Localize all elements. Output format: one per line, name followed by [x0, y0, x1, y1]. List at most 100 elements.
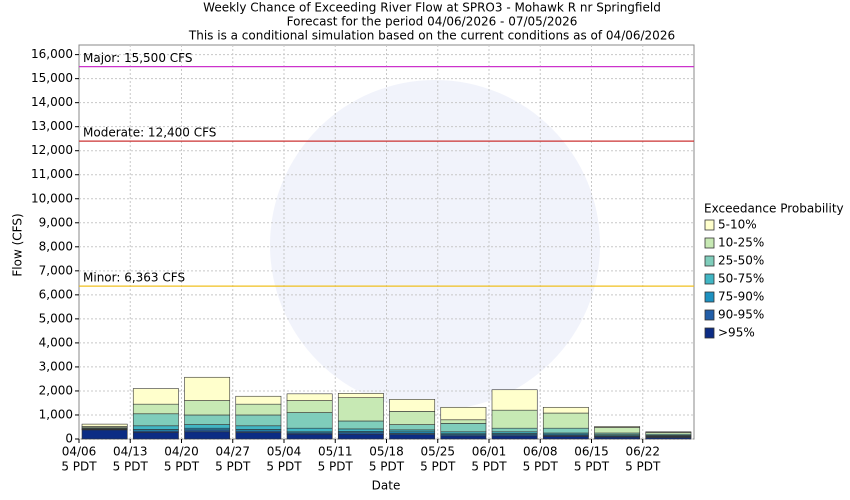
x-tick-label: 06/15 [574, 445, 609, 459]
y-tick-label: 12,000 [31, 143, 73, 157]
bar-segment [491, 409, 538, 429]
chart-title: Weekly Chance of Exceeding River Flow at… [203, 1, 661, 15]
legend-swatch [704, 327, 715, 339]
bar-segment [594, 426, 641, 428]
bar-segment [132, 413, 179, 427]
bar-segment [389, 434, 436, 440]
bar-segment [389, 411, 436, 425]
bar-segment [337, 397, 384, 422]
bar-segment [389, 424, 436, 431]
legend-swatch [704, 219, 715, 231]
bar-segment [286, 393, 333, 401]
y-tick-label: 15,000 [31, 71, 73, 85]
bar-segment [81, 423, 128, 427]
y-axis-label: Flow (CFS) [11, 213, 25, 276]
x-tick-sublabel: 5 PDT [215, 460, 251, 474]
legend-swatch [704, 273, 715, 285]
bar-segment [132, 388, 179, 405]
x-tick-label: 05/11 [318, 445, 353, 459]
bar-segment [542, 436, 589, 440]
bar-segment [542, 427, 589, 434]
bar-segment [286, 400, 333, 413]
y-tick-label: 11,000 [31, 167, 73, 181]
bar-segment [440, 406, 487, 421]
bar-segment [235, 395, 282, 405]
legend-title: Exceedance Probability [704, 202, 844, 216]
chart-subtitle: This is a conditional simulation based o… [188, 29, 675, 43]
y-tick-label: 13,000 [31, 119, 73, 133]
y-tick-label: 2,000 [39, 383, 73, 397]
x-tick-label: 06/01 [472, 445, 507, 459]
legend-swatch [704, 237, 715, 249]
x-tick-label: 04/06 [62, 445, 97, 459]
legend-swatch [704, 309, 715, 321]
bar-segment [337, 428, 384, 432]
x-tick-label: 04/27 [215, 445, 250, 459]
x-tick-sublabel: 5 PDT [471, 460, 507, 474]
bar-segment [286, 427, 333, 433]
x-tick-sublabel: 5 PDT [266, 460, 302, 474]
x-tick-sublabel: 5 PDT [164, 460, 200, 474]
y-tick-label: 9,000 [39, 215, 73, 229]
x-tick-sublabel: 5 PDT [420, 460, 456, 474]
y-tick-label: 8,000 [39, 239, 73, 253]
bar-segment [235, 414, 282, 427]
x-tick-sublabel: 5 PDT [61, 460, 97, 474]
y-tick-label: 0 [65, 432, 73, 446]
x-tick-label: 06/22 [625, 445, 660, 459]
legend-label: 50-75% [718, 272, 764, 286]
legend-label: 25-50% [718, 254, 764, 268]
bar-segment [542, 412, 589, 429]
legend-label: 75-90% [718, 290, 764, 304]
bar-segment [440, 423, 487, 433]
bar-segment [491, 389, 538, 411]
bar-segment [440, 435, 487, 440]
x-tick-sublabel: 5 PDT [318, 460, 354, 474]
threshold-label: Moderate: 12,400 CFS [83, 126, 216, 140]
bar-segment [542, 406, 589, 414]
bar-segment [491, 427, 538, 433]
bar-segment [337, 393, 384, 398]
legend-label: 90-95% [718, 308, 764, 322]
x-tick-sublabel: 5 PDT [625, 460, 661, 474]
legend-swatch [704, 291, 715, 303]
legend-label: >95% [718, 326, 755, 340]
bar-segment [645, 431, 692, 433]
y-tick-label: 7,000 [39, 263, 73, 277]
x-tick-label: 05/18 [369, 445, 404, 459]
x-axis-label: Date [372, 479, 401, 493]
bar-segment [594, 427, 641, 434]
bar-segment [337, 433, 384, 440]
bar-segment [184, 414, 231, 425]
y-tick-label: 6,000 [39, 287, 73, 301]
x-tick-sublabel: 5 PDT [523, 460, 559, 474]
x-tick-label: 04/13 [113, 445, 148, 459]
x-tick-sublabel: 5 PDT [369, 460, 405, 474]
x-tick-sublabel: 5 PDT [113, 460, 149, 474]
y-tick-label: 10,000 [31, 191, 73, 205]
bar-segment [132, 425, 179, 430]
threshold-label: Major: 15,500 CFS [83, 51, 192, 65]
y-tick-label: 16,000 [31, 47, 73, 61]
bar-segment [184, 424, 231, 429]
bar-segment [235, 432, 282, 440]
bar-segment [184, 376, 231, 401]
y-tick-label: 14,000 [31, 95, 73, 109]
bar-segment [440, 419, 487, 424]
bar-segment [132, 431, 179, 440]
bar-segment [337, 420, 384, 430]
legend-label: 5-10% [718, 218, 757, 232]
bar-segment [132, 403, 179, 415]
chart-subtitle: Forecast for the period 04/06/2026 - 07/… [287, 15, 578, 29]
y-tick-label: 3,000 [39, 359, 73, 373]
x-tick-sublabel: 5 PDT [574, 460, 610, 474]
y-tick-label: 5,000 [39, 311, 73, 325]
bar-segment [184, 431, 231, 440]
bar-segment [235, 425, 282, 430]
bar-segment [286, 412, 333, 429]
threshold-label: Minor: 6,363 CFS [83, 271, 185, 285]
bar-segment [81, 429, 128, 440]
bar-segment [389, 399, 436, 412]
y-tick-label: 1,000 [39, 407, 73, 421]
